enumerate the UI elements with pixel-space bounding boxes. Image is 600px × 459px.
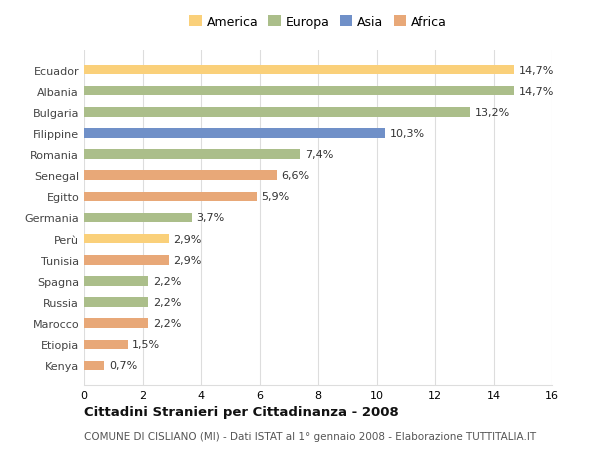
Text: 10,3%: 10,3% (389, 129, 425, 139)
Bar (84, 150, 301, 160)
Bar (84, 171, 277, 180)
Text: Cittadini Stranieri per Cittadinanza - 2008: Cittadini Stranieri per Cittadinanza - 2… (84, 405, 399, 418)
Bar (84, 319, 148, 328)
Text: 14,7%: 14,7% (518, 87, 554, 96)
Text: 14,7%: 14,7% (518, 66, 554, 75)
Text: COMUNE DI CISLIANO (MI) - Dati ISTAT al 1° gennaio 2008 - Elaborazione TUTTITALI: COMUNE DI CISLIANO (MI) - Dati ISTAT al … (84, 431, 536, 441)
Text: 7,4%: 7,4% (305, 150, 333, 160)
Bar (84, 276, 148, 286)
Text: 2,2%: 2,2% (153, 319, 181, 329)
Text: 2,9%: 2,9% (173, 234, 202, 244)
Text: 6,6%: 6,6% (281, 171, 310, 181)
Text: 3,7%: 3,7% (197, 213, 225, 223)
Bar (84, 108, 470, 118)
Bar (84, 66, 514, 75)
Text: 2,2%: 2,2% (153, 297, 181, 308)
Bar (84, 192, 257, 202)
Bar (84, 340, 128, 349)
Bar (84, 256, 169, 265)
Bar (84, 87, 514, 96)
Text: 2,9%: 2,9% (173, 255, 202, 265)
Text: 1,5%: 1,5% (132, 340, 160, 349)
Bar (84, 361, 104, 370)
Bar (84, 129, 385, 139)
Text: 0,7%: 0,7% (109, 361, 137, 370)
Bar (84, 297, 148, 307)
Text: 13,2%: 13,2% (475, 107, 510, 118)
Text: 5,9%: 5,9% (261, 192, 289, 202)
Bar (84, 213, 192, 223)
Bar (84, 235, 169, 244)
Text: 2,2%: 2,2% (153, 276, 181, 286)
Legend: America, Europa, Asia, Africa: America, Europa, Asia, Africa (187, 13, 449, 31)
